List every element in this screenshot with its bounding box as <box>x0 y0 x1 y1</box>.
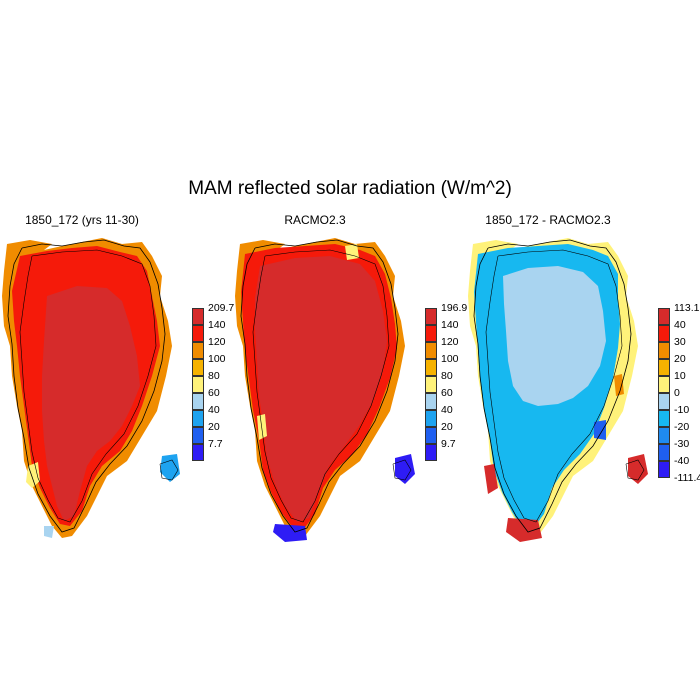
colorbar-label: 40 <box>441 404 453 416</box>
colorbar-segment <box>658 444 670 461</box>
colorbar-label: -40 <box>674 455 690 467</box>
colorbar-segment <box>658 325 670 342</box>
colorbar-label: 196.9 <box>441 302 468 314</box>
colorbar-segment <box>192 342 204 359</box>
colorbar-segment <box>658 427 670 444</box>
colorbar-label: 9.7 <box>441 438 456 450</box>
greenland-map <box>235 238 415 542</box>
colorbar-label: 60 <box>441 387 453 399</box>
south-tip-blue-patch <box>273 524 307 542</box>
colorbar-label: 20 <box>674 353 686 365</box>
colorbar-label: 80 <box>208 370 220 382</box>
colorbar-label: 140 <box>208 319 226 331</box>
map-panel-simulation: 1850_172 (yrs 11-30) 209.7 140 120 100 80 60 4… <box>2 213 234 538</box>
east-blue-patch <box>594 420 606 440</box>
colorbar-label: 0 <box>674 387 680 399</box>
colorbar-label: 120 <box>208 336 226 348</box>
colorbar-segment <box>192 410 204 427</box>
panel-title: 1850_172 (yrs 11-30) <box>25 213 139 227</box>
south-tip-blue-patch <box>44 526 54 538</box>
colorbar-segment <box>658 410 670 427</box>
colorbar-label: 100 <box>208 353 226 365</box>
colorbar-label: -111.4 <box>674 472 700 484</box>
east-orange-patch <box>614 374 624 396</box>
map-panel-racmo: RACMO2.3 196.9 140 120 100 80 60 40 20 9.7 <box>235 213 467 542</box>
ice-sheet-interior <box>42 286 140 521</box>
colorbar-label: 10 <box>674 370 686 382</box>
colorbar-label: -30 <box>674 438 690 450</box>
colorbar-label: 60 <box>208 387 220 399</box>
island-coast <box>392 459 412 481</box>
colorbar-segment <box>425 325 437 342</box>
colorbar-segment <box>425 427 437 444</box>
colorbar-label: 209.7 <box>208 302 235 314</box>
colorbar-segment <box>658 461 670 478</box>
ice-sheet-interior <box>255 256 387 522</box>
colorbar-segment <box>425 342 437 359</box>
figure-title: MAM reflected solar radiation (W/m^2) <box>188 178 512 199</box>
coastline <box>473 239 632 533</box>
colorbar-segment <box>425 393 437 410</box>
panel-title: 1850_172 - RACMO2.3 <box>485 213 611 227</box>
south-tip-red <box>506 518 542 542</box>
colorbar-label: 30 <box>674 336 686 348</box>
colorbar-label: 40 <box>674 319 686 331</box>
colorbar-segment <box>192 427 204 444</box>
north-coast-yellow <box>345 244 359 260</box>
colorbar-segment <box>425 376 437 393</box>
colorbar-segment <box>192 359 204 376</box>
colorbar-segment <box>658 308 670 325</box>
colorbar-segment <box>425 410 437 427</box>
ice-margin-line <box>485 249 623 523</box>
west-red-patch <box>484 464 498 494</box>
coastline <box>7 239 166 533</box>
coastline <box>240 239 399 533</box>
colorbar-label: 100 <box>441 353 459 365</box>
colorbar-segment <box>192 393 204 410</box>
ice-margin-line <box>252 249 390 523</box>
colorbar-label: 7.7 <box>208 438 223 450</box>
colorbar-segment <box>192 325 204 342</box>
colorbar-label: 20 <box>208 421 220 433</box>
colorbar-segment <box>658 342 670 359</box>
colorbar-segment <box>425 308 437 325</box>
colorbar-label: 140 <box>441 319 459 331</box>
colorbar-label: -10 <box>674 404 690 416</box>
colorbar-segment <box>192 376 204 393</box>
colorbar-label: 40 <box>208 404 220 416</box>
colorbar-label: 113.1 <box>674 302 700 314</box>
colorbar: 113.1 40 30 20 10 0 -10 -20 -30 -40 -111.4 <box>658 303 700 484</box>
colorbar-segment <box>192 308 204 325</box>
colorbar-label: -20 <box>674 421 690 433</box>
colorbar-segment <box>192 444 204 461</box>
colorbar-segment <box>658 376 670 393</box>
colorbar-segment <box>658 393 670 410</box>
colorbar-label: 20 <box>441 421 453 433</box>
colorbar-segment <box>425 444 437 461</box>
colorbar: 209.7 140 120 100 80 60 40 20 7.7 <box>192 303 234 461</box>
island-coast <box>625 459 645 481</box>
difference-near-zero <box>503 266 606 406</box>
greenland-map <box>2 238 180 538</box>
colorbar-label: 120 <box>441 336 459 348</box>
colorbar-segment <box>425 359 437 376</box>
colorbar: 196.9 140 120 100 80 60 40 20 9.7 <box>425 303 467 461</box>
panel-title: RACMO2.3 <box>284 213 346 227</box>
ice-margin-line <box>19 249 157 523</box>
colorbar-label: 80 <box>441 370 453 382</box>
colorbar-segment <box>658 359 670 376</box>
map-panel-difference: 1850_172 - RACMO2.3 113.1 40 30 20 10 0 -10 -20… <box>468 213 700 542</box>
greenland-map <box>468 238 648 542</box>
southwest-coast-patch <box>257 414 267 440</box>
island-coast <box>159 459 179 481</box>
